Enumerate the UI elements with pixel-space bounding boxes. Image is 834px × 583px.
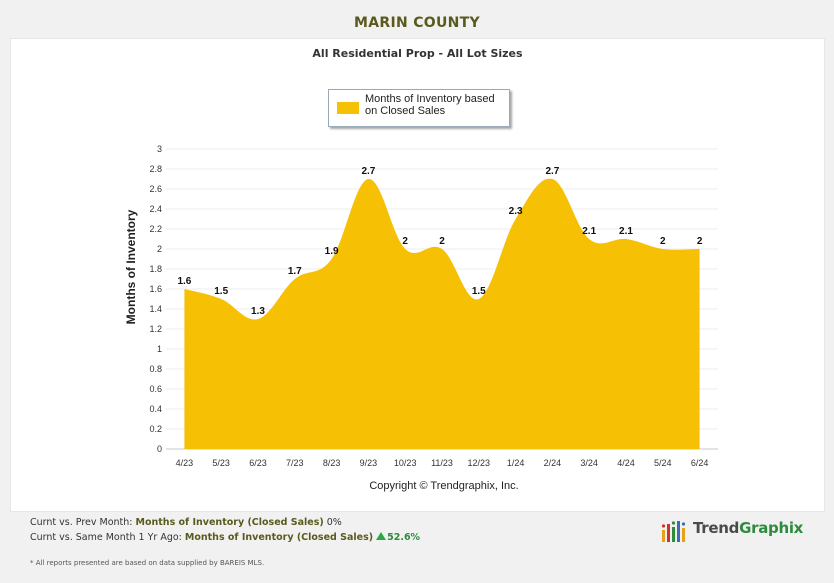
- logo-text-trend: Trend: [693, 519, 740, 537]
- y-axis-label: Months of Inventory: [124, 209, 138, 324]
- chart-panel: All Residential Prop - All Lot Sizes Mon…: [10, 38, 825, 512]
- y-axis-ticks: 0 0.2 0.4 0.6 0.8 1 1.2 1.4 1.6 1.8 2 2.2 2.4 2.6 2.8 3: [149, 144, 162, 454]
- data-label: 2.1: [582, 226, 596, 237]
- data-label: 2.3: [509, 206, 523, 217]
- y-tick-label: 0.4: [149, 404, 162, 414]
- x-tick-label: 3/24: [580, 458, 598, 468]
- data-label: 2: [402, 236, 408, 247]
- up-arrow-icon: [376, 532, 387, 540]
- year-ago-value: 52.6%: [387, 532, 421, 543]
- data-labels: 1.6 1.5 1.3 1.7 1.9 2.7 2 2 1.5 2.3 2.7 2.1 2.1 2 2: [177, 166, 702, 317]
- prev-month-value: 0%: [326, 517, 342, 528]
- y-tick-label: 1.8: [149, 264, 162, 274]
- prev-month-metric: Months of Inventory (Closed Sales): [135, 517, 324, 528]
- x-tick-label: 5/23: [212, 458, 230, 468]
- x-tick-label: 2/24: [544, 458, 562, 468]
- copyright-text: Copyright © Trendgraphix, Inc.: [369, 480, 518, 492]
- bar-chart-logo-icon: [661, 521, 686, 542]
- x-tick-label: 8/23: [323, 458, 341, 468]
- data-label: 2.1: [619, 226, 633, 237]
- y-tick-label: 2.2: [149, 224, 162, 234]
- x-tick-label: 7/23: [286, 458, 304, 468]
- x-tick-label: 6/24: [691, 458, 709, 468]
- legend-label: Months of Inventory based on Closed Sale…: [365, 93, 495, 117]
- y-tick-label: 1.6: [149, 284, 162, 294]
- data-label: 1.5: [472, 286, 486, 297]
- y-tick-label: 0.6: [149, 384, 162, 394]
- year-ago-metric: Months of Inventory (Closed Sales): [184, 532, 374, 543]
- prev-month-comparison: Curnt vs. Prev Month: Months of Inventor…: [30, 517, 342, 528]
- area-series[interactable]: [184, 178, 700, 449]
- x-tick-label: 9/23: [360, 458, 378, 468]
- chart-legend[interactable]: Months of Inventory based on Closed Sale…: [328, 89, 510, 127]
- y-tick-label: 2: [157, 244, 162, 254]
- trendgraphix-logo[interactable]: TrendGraphix: [660, 516, 810, 546]
- y-tick-label: 2.4: [149, 204, 162, 214]
- x-tick-label: 5/24: [654, 458, 672, 468]
- y-tick-label: 1.4: [149, 304, 162, 314]
- y-tick-label: 3: [157, 144, 162, 154]
- y-tick-label: 0: [157, 444, 162, 454]
- data-label: 1.6: [177, 276, 191, 287]
- y-tick-label: 2.8: [149, 164, 162, 174]
- prev-month-prefix: Curnt vs. Prev Month:: [30, 517, 136, 528]
- data-label: 2: [660, 236, 666, 247]
- data-label: 1.9: [325, 246, 339, 257]
- data-label: 2.7: [545, 166, 559, 177]
- data-label: 1.7: [288, 266, 302, 277]
- page-title: MARIN COUNTY: [354, 15, 480, 31]
- x-tick-label: 4/23: [176, 458, 194, 468]
- data-label: 2: [697, 236, 703, 247]
- data-label: 2: [439, 236, 445, 247]
- year-ago-comparison: Curnt vs. Same Month 1 Yr Ago: Months of…: [30, 532, 420, 543]
- data-label: 2.7: [361, 166, 375, 177]
- data-source-note: * All reports presented are based on dat…: [30, 559, 265, 567]
- y-tick-label: 0.8: [149, 364, 162, 374]
- x-tick-label: 11/23: [431, 458, 453, 468]
- x-tick-label: 12/23: [468, 458, 491, 468]
- y-tick-label: 2.6: [149, 184, 162, 194]
- y-tick-label: 1.2: [149, 324, 162, 334]
- logo-text-graphix: Graphix: [739, 519, 804, 537]
- y-tick-label: 1: [157, 344, 162, 354]
- x-tick-label: 10/23: [394, 458, 417, 468]
- year-ago-prefix: Curnt vs. Same Month 1 Yr Ago:: [30, 532, 185, 543]
- data-label: 1.3: [251, 306, 265, 317]
- x-axis-ticks: 4/23 5/23 6/23 7/23 8/23 9/23 10/23 11/23 12/23 1…: [176, 458, 709, 468]
- data-label: 1.5: [214, 286, 228, 297]
- area-chart: 0 0.2 0.4 0.6 0.8 1 1.2 1.4 1.6 1.8 2 2.2 2.4 2.6 2.8 3…: [124, 144, 718, 492]
- x-tick-label: 6/23: [249, 458, 267, 468]
- y-tick-label: 0.2: [149, 424, 162, 434]
- x-tick-label: 1/24: [507, 458, 525, 468]
- legend-swatch-icon: [337, 102, 359, 114]
- chart-title: All Residential Prop - All Lot Sizes: [312, 47, 523, 60]
- x-tick-label: 4/24: [617, 458, 635, 468]
